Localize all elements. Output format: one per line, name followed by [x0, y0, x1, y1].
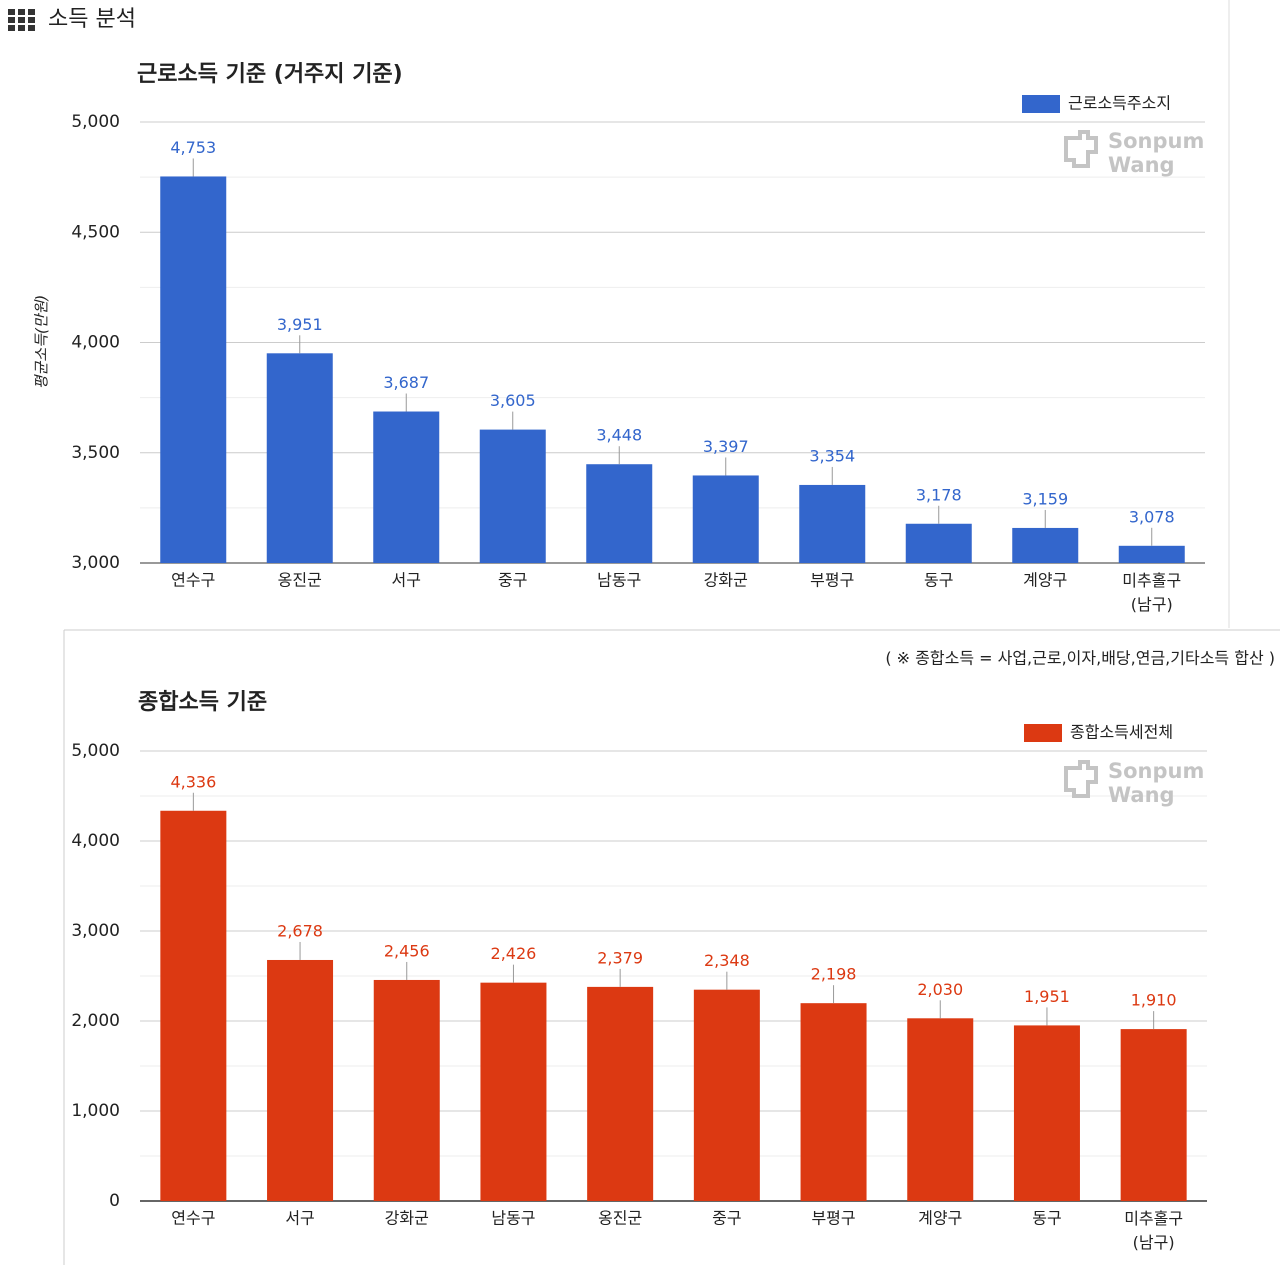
- data-label: 3,605: [490, 391, 536, 410]
- legend-swatch: [1022, 95, 1060, 113]
- data-label: 3,159: [1022, 489, 1068, 508]
- bar: [587, 986, 654, 1201]
- data-label: 1,951: [1024, 987, 1070, 1006]
- x-tick-label: 옹진군: [598, 1209, 642, 1228]
- data-label: 2,426: [491, 944, 537, 963]
- bar: [800, 1003, 867, 1201]
- data-label: 2,030: [917, 980, 963, 999]
- bar: [160, 176, 227, 563]
- x-tick-label: 서구: [392, 571, 421, 590]
- bar: [799, 484, 866, 563]
- x-tick-label: 계양구: [918, 1209, 962, 1228]
- data-label: 3,397: [703, 437, 749, 456]
- bar: [693, 989, 760, 1201]
- bar: [1120, 1029, 1187, 1201]
- menu-icon: [8, 9, 35, 31]
- x-tick-label: 남동구: [597, 571, 641, 590]
- y-tick-label: 4,000: [71, 333, 120, 353]
- data-label: 2,456: [384, 941, 430, 960]
- x-tick-label: 미추홀구 (남구): [1124, 1209, 1183, 1252]
- bar: [692, 475, 759, 563]
- x-tick-label: 계양구: [1023, 571, 1067, 590]
- y-tick-label: 0: [109, 1191, 120, 1211]
- data-label: 3,687: [383, 373, 429, 392]
- data-label: 3,354: [809, 446, 855, 465]
- bar: [907, 1018, 974, 1201]
- bar: [480, 982, 547, 1201]
- y-tick-label: 5,000: [71, 112, 120, 132]
- bar: [479, 429, 546, 563]
- x-tick-label: 동구: [1032, 1209, 1061, 1228]
- bar: [586, 464, 653, 563]
- x-tick-label: 서구: [285, 1209, 314, 1228]
- page-title: 소득 분석: [48, 7, 136, 32]
- x-tick-label: 부평구: [810, 571, 854, 590]
- y-tick-label: 4,000: [71, 831, 120, 851]
- x-tick-label: 중구: [498, 571, 527, 590]
- x-tick-label: 중구: [712, 1209, 741, 1228]
- watermark-icon: [1064, 130, 1098, 168]
- data-label: 1,910: [1131, 991, 1177, 1010]
- bar: [373, 979, 440, 1201]
- bar: [160, 810, 227, 1201]
- watermark-text: Sonpum: [1108, 759, 1204, 783]
- bar: [266, 353, 333, 563]
- data-label: 3,951: [277, 315, 323, 334]
- watermark-icon: [1064, 760, 1098, 798]
- bar: [1012, 527, 1079, 563]
- x-tick-label: 연수구: [171, 571, 215, 590]
- watermark-text: Wang: [1108, 153, 1175, 177]
- y-tick-label: 1,000: [71, 1101, 120, 1121]
- data-label: 2,678: [277, 921, 323, 940]
- legend-swatch: [1024, 724, 1062, 742]
- bar: [1013, 1025, 1080, 1201]
- watermark-text: Sonpum: [1108, 129, 1204, 153]
- x-tick-label: 미추홀구 (남구): [1122, 571, 1181, 614]
- y-tick-label: 3,500: [71, 443, 120, 463]
- data-label: 2,348: [704, 951, 750, 970]
- y-tick-label: 4,500: [71, 222, 120, 242]
- data-label: 4,336: [170, 772, 216, 791]
- y-tick-label: 3,000: [71, 553, 120, 573]
- x-tick-label: 강화군: [704, 571, 748, 590]
- bar: [267, 959, 334, 1201]
- data-label: 2,379: [597, 948, 643, 967]
- watermark-text: Wang: [1108, 783, 1175, 807]
- x-tick-label: 동구: [924, 571, 953, 590]
- chart-title: 종합소득 기준: [138, 689, 267, 715]
- bar: [373, 411, 440, 563]
- y-tick-label: 2,000: [71, 1011, 120, 1031]
- data-label: 3,448: [596, 426, 642, 445]
- x-tick-label: 옹진군: [278, 571, 322, 590]
- y-tick-label: 5,000: [71, 741, 120, 761]
- x-tick-label: 부평구: [811, 1209, 855, 1228]
- x-tick-label: 연수구: [171, 1209, 215, 1228]
- legend-label: 근로소득주소지: [1068, 94, 1171, 113]
- data-label: 3,078: [1129, 507, 1175, 526]
- note: ( ※ 종합소득 = 사업,근로,이자,배당,연금,기타소득 합산 ): [885, 649, 1275, 668]
- data-label: 4,753: [170, 138, 216, 157]
- y-tick-label: 3,000: [71, 921, 120, 941]
- data-label: 2,198: [811, 965, 857, 984]
- x-tick-label: 강화군: [385, 1209, 429, 1228]
- x-tick-label: 남동구: [491, 1209, 535, 1228]
- bar: [905, 523, 972, 563]
- legend-label: 종합소득세전체: [1070, 723, 1173, 742]
- chart-title: 근로소득 기준 (거주지 기준): [137, 62, 403, 87]
- y-axis-label: 평균소득(만원): [33, 295, 51, 390]
- bar: [1118, 545, 1185, 563]
- data-label: 3,178: [916, 485, 962, 504]
